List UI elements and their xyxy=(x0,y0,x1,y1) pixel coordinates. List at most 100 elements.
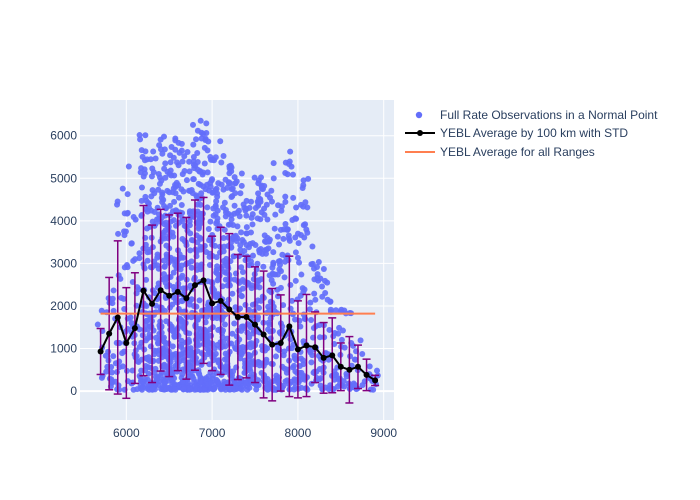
scatter-point xyxy=(142,132,149,139)
legend[interactable]: Full Rate Observations in a Normal Point… xyxy=(405,108,658,159)
scatter-point xyxy=(297,323,304,330)
scatter-point xyxy=(285,161,292,168)
scatter-point xyxy=(238,264,245,271)
scatter-point xyxy=(172,386,179,393)
scatter-point xyxy=(208,332,215,339)
scatter-point xyxy=(238,229,245,236)
scatter-point xyxy=(116,340,123,347)
scatter-point xyxy=(282,198,289,205)
scatter-point xyxy=(144,257,151,264)
scatter-point xyxy=(171,172,178,179)
scatter-point xyxy=(282,258,289,265)
scatter-point xyxy=(196,168,203,175)
scatter-point xyxy=(138,184,145,191)
average-marker xyxy=(106,330,113,337)
scatter-point xyxy=(190,176,197,183)
scatter-point xyxy=(157,136,164,143)
scatter-point xyxy=(300,338,307,345)
scatter-point xyxy=(143,276,150,283)
scatter-point xyxy=(214,293,221,300)
y-tick-label: 6000 xyxy=(50,129,77,143)
scatter-point xyxy=(239,343,246,350)
scatter-point xyxy=(282,193,289,200)
scatter-point xyxy=(284,171,291,178)
scatter-point xyxy=(225,234,232,241)
average-marker xyxy=(149,300,156,307)
scatter-point xyxy=(275,258,282,265)
scatter-point xyxy=(180,366,187,373)
scatter-point xyxy=(186,218,193,225)
scatter-point xyxy=(165,340,172,347)
scatter-point xyxy=(189,351,196,358)
scatter-point xyxy=(213,185,220,192)
scatter-point xyxy=(275,202,282,209)
scatter-point xyxy=(172,190,179,197)
scatter-point xyxy=(150,148,157,155)
scatter-point xyxy=(207,183,214,190)
scatter-point xyxy=(170,154,177,161)
scatter-point xyxy=(183,177,190,184)
scatter-point xyxy=(268,277,275,284)
scatter-point xyxy=(238,170,245,177)
scatter-point xyxy=(190,121,196,128)
scatter-point xyxy=(151,190,158,197)
scatter-point xyxy=(162,378,169,385)
scatter-point xyxy=(205,138,212,145)
scatter-point xyxy=(255,382,262,389)
scatter-point xyxy=(340,378,347,385)
scatter-point xyxy=(280,382,287,389)
scatter-point xyxy=(150,169,157,176)
scatter-point xyxy=(161,307,168,314)
scatter-point xyxy=(274,286,281,293)
average-marker xyxy=(277,339,284,346)
scatter-point xyxy=(138,197,145,204)
scatter-point xyxy=(261,211,268,218)
legend-item-scatter[interactable]: Full Rate Observations in a Normal Point xyxy=(415,108,658,122)
scatter-point xyxy=(238,182,245,189)
scatter-point xyxy=(255,190,262,197)
scatter-point xyxy=(288,297,295,304)
scatter-point xyxy=(201,144,208,151)
scatter-point xyxy=(141,265,148,272)
scatter-point xyxy=(179,371,186,378)
scatter-point xyxy=(136,250,143,257)
scatter-point xyxy=(325,356,332,363)
scatter-point xyxy=(242,257,249,264)
scatter-point xyxy=(146,323,153,330)
scatter-point xyxy=(316,334,323,341)
scatter-point xyxy=(179,215,186,222)
average-marker xyxy=(260,331,267,338)
scatter-point xyxy=(294,254,301,261)
scatter-point xyxy=(206,344,213,350)
scatter-point xyxy=(184,227,191,234)
scatter-point xyxy=(317,275,324,282)
scatter-point xyxy=(175,194,182,201)
scatter-point xyxy=(237,355,244,362)
scatter-point xyxy=(249,240,256,247)
scatter-point xyxy=(225,180,232,187)
scatter-point xyxy=(272,211,279,218)
scatter-point xyxy=(265,384,272,391)
scatter-point xyxy=(186,330,193,337)
scatter-point xyxy=(147,156,154,163)
scatter-point xyxy=(290,362,297,369)
scatter-point xyxy=(187,386,194,393)
scatter-point xyxy=(206,349,213,356)
legend-item-average[interactable]: YEBL Average by 100 km with STD xyxy=(405,126,628,140)
scatter-point xyxy=(238,293,245,300)
average-marker xyxy=(329,352,336,359)
scatter-point xyxy=(290,171,296,178)
scatter-point xyxy=(366,363,373,370)
scatter-point xyxy=(198,190,205,197)
scatter-point xyxy=(278,207,285,214)
scatter-point xyxy=(140,384,147,391)
scatter-point xyxy=(251,174,258,181)
scatter-point xyxy=(282,220,289,227)
scatter-point xyxy=(167,167,174,174)
scatter-point xyxy=(264,216,271,223)
scatter-point xyxy=(199,332,206,339)
scatter-point xyxy=(248,198,255,205)
scatter-point xyxy=(180,346,187,353)
legend-item-overall[interactable]: YEBL Average for all Ranges xyxy=(405,145,595,159)
scatter-point xyxy=(206,253,213,260)
